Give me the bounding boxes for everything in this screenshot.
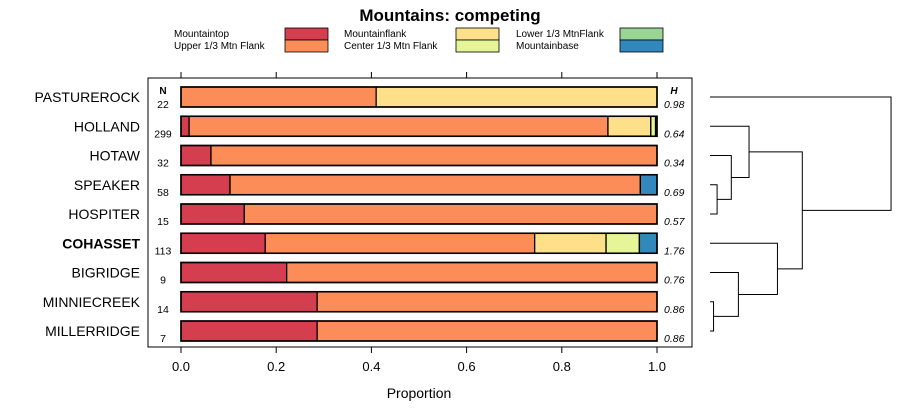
bar-segment: [188, 115, 609, 137]
legend-swatch: [619, 39, 664, 53]
legend-label: Mountainbase: [516, 41, 579, 52]
x-tick-label: 1.0: [648, 359, 666, 374]
bar-outline: [180, 144, 658, 167]
legend-label: Center 1/3 Mtn Flank: [344, 41, 438, 52]
legend-label: Upper 1/3 Mtn Flank: [174, 41, 266, 52]
h-value: 0.86: [664, 304, 685, 316]
row-label: COHASSET: [62, 235, 140, 251]
bar-segment: [243, 203, 658, 225]
n-value: 299: [154, 128, 172, 140]
bar-segment: [180, 261, 288, 284]
n-value: 32: [157, 158, 169, 170]
legend-label: Mountainflank: [344, 29, 407, 40]
bar-segment: [638, 232, 658, 254]
dendrogram-branch: [710, 301, 715, 332]
bars: [180, 86, 658, 342]
bar-outline: [180, 290, 658, 313]
dendrogram-branch: [710, 96, 892, 211]
bar-segment: [180, 174, 231, 196]
bar-segment: [607, 115, 652, 137]
h-header: H: [670, 86, 678, 97]
bar-segment: [180, 115, 190, 137]
row-label: HOSPITER: [68, 206, 140, 222]
bar-segment: [264, 232, 536, 254]
row-label: SPEAKER: [74, 177, 140, 193]
x-tick-label: 0.6: [458, 359, 476, 374]
row-label: BIGRIDGE: [72, 265, 140, 281]
bar-outline: [180, 115, 658, 138]
row-label: PASTUREROCK: [34, 89, 140, 105]
bar-segment: [229, 174, 641, 196]
n-value: 15: [157, 216, 169, 228]
n-header: N: [159, 86, 166, 97]
h-value: 0.98: [664, 99, 685, 111]
x-tick-label: 0.0: [172, 359, 190, 374]
bar-segment: [605, 232, 641, 254]
legend-label: Lower 1/3 MtnFlank: [516, 29, 605, 40]
plot-frame: [147, 77, 693, 348]
x-axis-title: Proportion: [387, 385, 452, 401]
h-value: 0.86: [664, 333, 685, 345]
legend-swatch: [284, 39, 329, 53]
x-tick-label: 0.2: [267, 359, 285, 374]
bar-segment: [639, 174, 658, 196]
x-tick-label: 0.8: [553, 359, 571, 374]
bar-segment: [316, 320, 658, 342]
bar-outline: [180, 320, 658, 342]
row-label: MILLERRIDGE: [45, 323, 140, 339]
bar-segment: [180, 320, 318, 342]
legend-swatch: [284, 27, 329, 41]
bar-segment: [534, 232, 607, 254]
bar-outline: [180, 173, 658, 196]
x-tick-label: 0.4: [362, 359, 380, 374]
row-label: HOLLAND: [74, 118, 140, 134]
bar-segment: [316, 291, 658, 313]
bar-outline: [180, 261, 658, 284]
bar-outline: [180, 86, 658, 108]
n-value: 9: [160, 275, 166, 287]
dendrogram-branch: [749, 151, 803, 270]
dendrogram-branch: [710, 125, 750, 178]
dendrogram-branch: [710, 184, 718, 215]
h-value: 0.69: [664, 187, 685, 199]
dendrogram-branch: [710, 272, 739, 317]
bar-segment: [210, 144, 658, 167]
x-axis: 0.0 0.2 0.4 0.6 0.8 1.0 Proportion: [172, 72, 666, 401]
n-value: 58: [157, 187, 169, 199]
n-value: 14: [157, 304, 169, 316]
row-label: MINNIECREEK: [43, 294, 141, 310]
bar-segment: [180, 203, 245, 225]
bar-outline: [180, 232, 658, 255]
bar-segment: [650, 115, 657, 137]
legend-swatch: [619, 27, 664, 41]
n-value: 22: [157, 99, 169, 111]
bar-segment: [180, 291, 318, 313]
row-label: HOTAW: [89, 148, 140, 164]
bar-outline: [180, 203, 658, 225]
bar-segment: [180, 232, 266, 254]
h-value: 0.57: [664, 216, 686, 228]
h-value: 0.64: [664, 128, 685, 140]
bar-segment: [180, 86, 377, 108]
dendrogram-branch: [710, 242, 778, 295]
legend-label: Mountaintop: [174, 29, 229, 40]
h-value: 0.34: [664, 158, 685, 170]
chart-title: Mountains: competing: [359, 6, 540, 25]
bar-segment: [180, 144, 212, 167]
legend-swatch: [455, 39, 500, 53]
bar-segment: [286, 261, 658, 284]
h-value: 0.76: [664, 275, 685, 287]
h-value: 1.76: [664, 245, 685, 257]
n-value: 7: [160, 333, 166, 345]
n-value: 113: [155, 245, 172, 257]
legend-swatch: [455, 27, 500, 41]
dendrogram-branch: [710, 155, 732, 200]
bar-segment: [375, 86, 658, 108]
dendrogram: [710, 96, 892, 332]
